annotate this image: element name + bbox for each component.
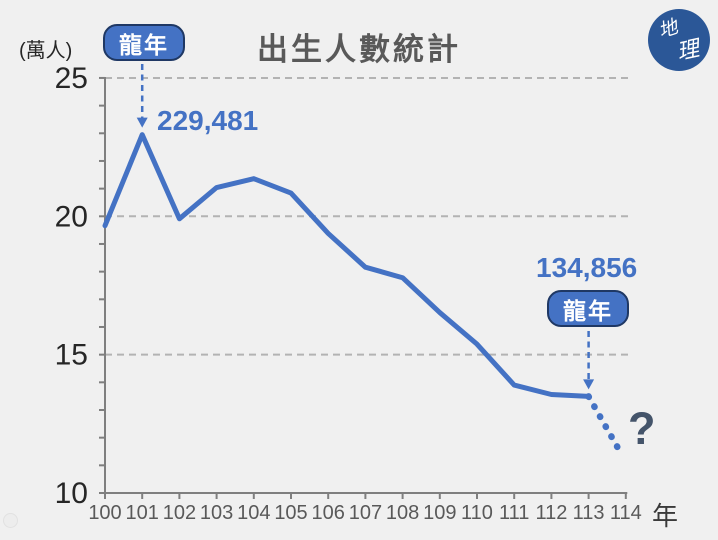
svg-text:10: 10 [55,477,88,510]
svg-text:112: 112 [535,502,567,524]
x-tick-labels: 100 101 102 103 104 105 106 107 108 109 110 111 112 1… [88,502,641,524]
svg-text:106: 106 [312,502,345,524]
svg-text:108: 108 [386,502,419,524]
svg-text:101: 101 [126,502,159,524]
svg-text:100: 100 [88,502,121,524]
peak-value-label: 229,481 [157,105,259,136]
svg-text:113: 113 [573,502,605,524]
latest-value-label: 134,856 [536,252,638,283]
svg-text:104: 104 [237,502,270,524]
svg-text:105: 105 [274,502,307,524]
gridlines [105,76,630,356]
svg-text:103: 103 [200,502,233,524]
svg-text:102: 102 [163,502,196,524]
svg-text:15: 15 [55,339,88,372]
axes [104,76,628,494]
svg-text:25: 25 [55,62,88,95]
geography-logo-icon: 地 理 [648,9,710,71]
x-axis-unit-label: 年 [652,501,679,531]
svg-text:107: 107 [349,502,382,524]
unknown-question-mark: ? [628,403,656,454]
chart-title: 出生人數統計 [257,32,461,67]
svg-text:111: 111 [499,502,529,524]
svg-text:109: 109 [423,502,456,524]
svg-text:110: 110 [461,502,493,524]
y-tick-labels: 10 15 20 25 [55,62,88,510]
svg-text:114: 114 [610,502,642,524]
tick-marks [99,76,627,499]
projection-dotted-line [585,393,622,452]
dragon-year-badge-113: 龍年 [547,290,629,327]
dashed-annotation-arrow [136,64,148,128]
svg-text:20: 20 [55,200,88,233]
dragon-year-badge-101: 龍年 [103,24,185,61]
y-axis-unit-label: (萬人) [19,40,73,62]
logo-circle [648,9,710,71]
dashed-annotation-arrow [583,331,595,390]
birth-count-line [102,132,592,399]
watermark-icon [3,513,18,528]
geography-logo: 地 理 [646,7,712,73]
